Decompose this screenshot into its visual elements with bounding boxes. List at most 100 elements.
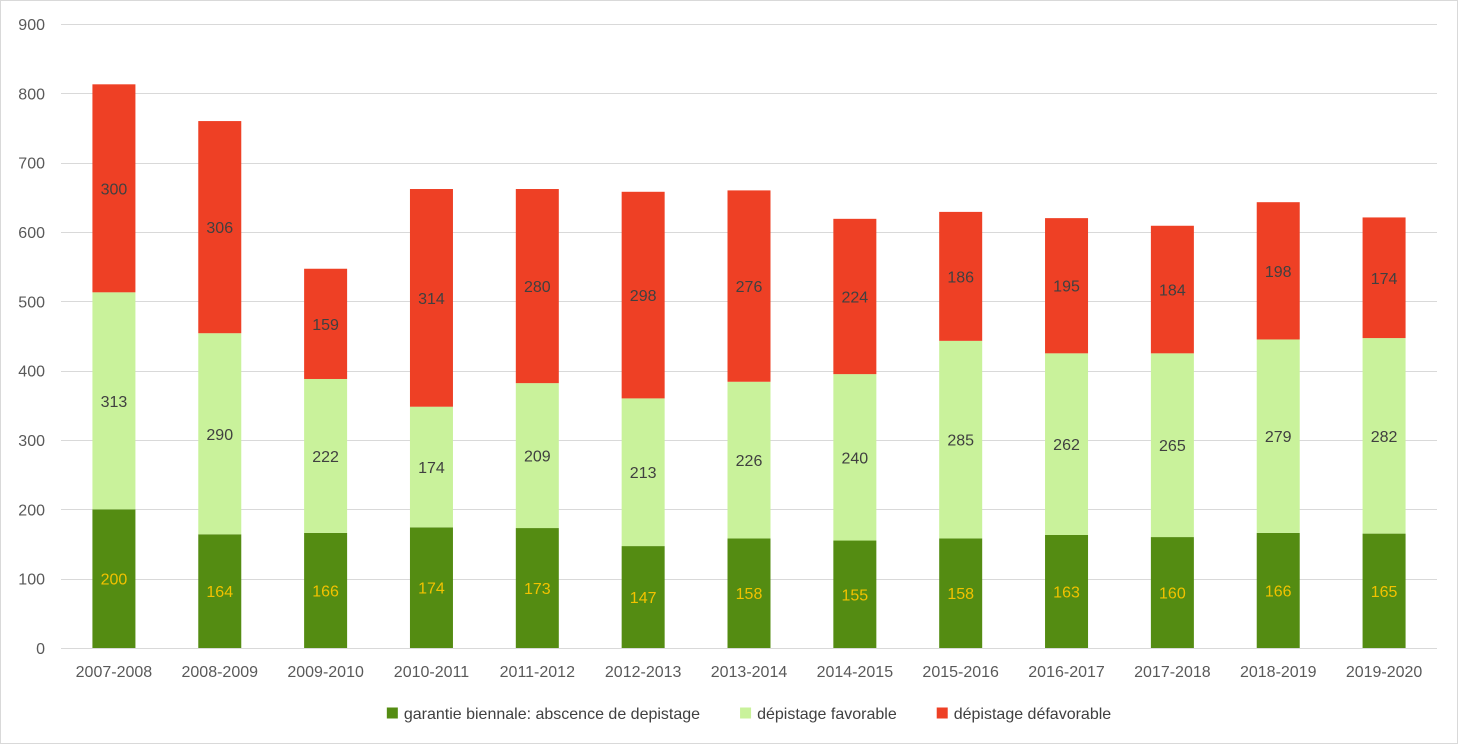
legend-label: dépistage favorable [757, 706, 897, 723]
data-label: 262 [1053, 437, 1080, 454]
y-tick-label: 900 [18, 17, 45, 34]
data-label: 209 [524, 449, 551, 466]
bar-segment [1150, 225, 1194, 354]
y-tick-label: 800 [18, 86, 45, 103]
data-label: 174 [418, 460, 445, 477]
data-label: 279 [1265, 429, 1292, 446]
y-tick-label: 700 [18, 156, 45, 173]
data-label: 159 [312, 317, 339, 334]
bar-segment [1256, 339, 1300, 533]
legend-swatch [386, 707, 398, 719]
x-tick-label: 2017-2018 [1134, 664, 1211, 681]
y-tick-label: 500 [18, 294, 45, 311]
x-tick-label: 2019-2020 [1346, 664, 1423, 681]
x-tick-label: 2013-2014 [711, 664, 788, 681]
data-label: 163 [1053, 584, 1080, 601]
bar-segment [833, 374, 877, 541]
bar-segment [621, 191, 665, 399]
bar-segment [1362, 217, 1406, 339]
y-tick-label: 400 [18, 364, 45, 381]
data-label: 282 [1371, 429, 1398, 446]
bar-segment [409, 527, 453, 648]
y-tick-label: 0 [36, 641, 45, 658]
data-labels: 200 313 300 164 290 306 166 222 159 174 174 314 173 2… [101, 181, 1398, 607]
bar-segment [515, 383, 559, 529]
data-label: 195 [1053, 279, 1080, 296]
bar-segment [1256, 202, 1300, 340]
legend-item: dépistage défavorable [936, 706, 1112, 723]
data-label: 300 [101, 181, 128, 198]
bar-segment [727, 190, 771, 382]
bar-segment [1045, 353, 1089, 535]
bar-segment [198, 534, 242, 648]
data-label: 285 [947, 433, 974, 450]
bar-segment [1150, 353, 1194, 538]
bar-segment [409, 406, 453, 528]
bar-segment [833, 218, 877, 375]
x-tick-label: 2012-2013 [605, 664, 682, 681]
bar-segment [621, 546, 665, 648]
data-label: 222 [312, 449, 339, 466]
legend-swatch [936, 707, 948, 719]
bar-segment [833, 540, 877, 648]
legend-label: dépistage défavorable [954, 706, 1112, 723]
bar-segment [515, 189, 559, 384]
data-label: 173 [524, 581, 551, 598]
data-label: 280 [524, 279, 551, 296]
bar-segment [621, 398, 665, 547]
data-label: 298 [630, 288, 657, 305]
data-label: 313 [101, 394, 128, 411]
data-label: 158 [736, 586, 763, 603]
data-label: 166 [1265, 583, 1292, 600]
data-label: 174 [1371, 271, 1398, 288]
bar-segment [92, 292, 136, 510]
x-tick-label: 2016-2017 [1028, 664, 1105, 681]
x-tick-label: 2007-2008 [76, 664, 153, 681]
y-tick-label: 300 [18, 433, 45, 450]
data-label: 265 [1159, 438, 1186, 455]
bars [92, 84, 1406, 648]
bar-segment [198, 121, 242, 334]
data-label: 166 [312, 583, 339, 600]
legend-label: garantie biennale: abscence de depistage [404, 706, 700, 723]
data-label: 213 [630, 465, 657, 482]
x-tick-label: 2008-2009 [182, 664, 259, 681]
data-label: 200 [101, 572, 128, 589]
bar-segment [1362, 533, 1406, 648]
bar-segment [1045, 534, 1089, 648]
data-label: 290 [206, 427, 233, 444]
data-label: 147 [630, 590, 657, 607]
bar-segment [92, 509, 136, 648]
data-label: 158 [947, 586, 974, 603]
y-tick-label: 200 [18, 502, 45, 519]
bar-segment [304, 532, 348, 648]
x-tick-label: 2010-2011 [394, 664, 469, 681]
bar-segment [304, 378, 348, 533]
y-tick-label: 100 [18, 572, 45, 589]
data-label: 314 [418, 291, 445, 308]
x-tick-label: 2018-2019 [1240, 664, 1317, 681]
bar-segment [939, 538, 983, 648]
legend-item: garantie biennale: abscence de depistage [386, 706, 700, 723]
x-tick-label: 2009-2010 [287, 664, 364, 681]
y-tick-label: 600 [18, 225, 45, 242]
data-label: 186 [947, 269, 974, 286]
data-label: 224 [841, 289, 868, 306]
bar-segment [515, 528, 559, 648]
data-label: 155 [841, 587, 868, 604]
data-label: 165 [1371, 584, 1398, 601]
bar-segment [198, 333, 242, 535]
data-label: 184 [1159, 283, 1186, 300]
bar-segment [304, 268, 348, 379]
bar-segment [1150, 537, 1194, 648]
bar-segment [939, 211, 983, 341]
x-tick-label: 2014-2015 [817, 664, 894, 681]
bar-segment [1256, 532, 1300, 648]
data-label: 160 [1159, 586, 1186, 603]
x-tick-label: 2011-2012 [500, 664, 575, 681]
data-label: 240 [841, 450, 868, 467]
bar-segment [409, 189, 453, 407]
legend: garantie biennale: abscence de depistage… [386, 706, 1112, 723]
